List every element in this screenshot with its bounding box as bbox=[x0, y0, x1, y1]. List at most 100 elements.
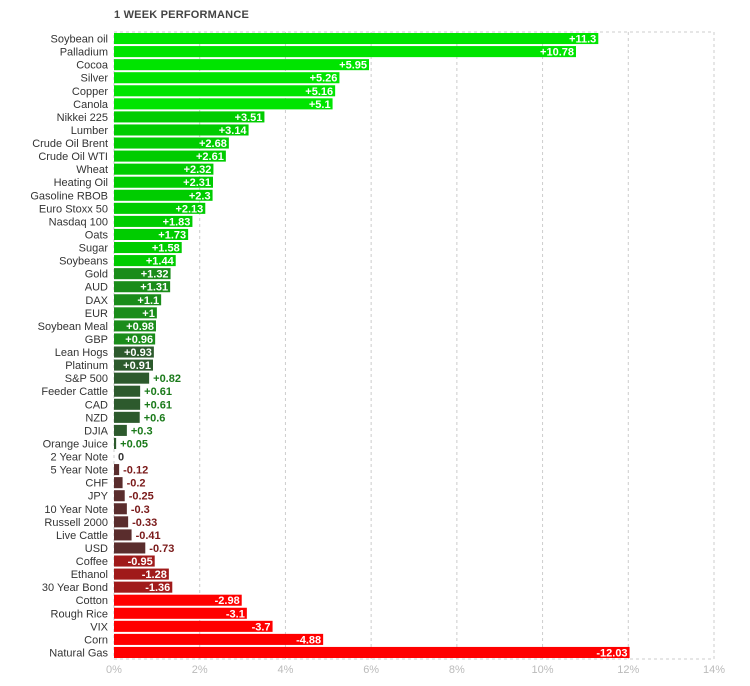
bar bbox=[114, 490, 125, 502]
value-label: +2.68 bbox=[199, 138, 227, 150]
category-label: Corn bbox=[84, 634, 108, 646]
category-label: Silver bbox=[80, 73, 108, 85]
category-label: CAD bbox=[85, 399, 108, 411]
bar bbox=[114, 124, 249, 136]
value-label: +0.82 bbox=[153, 373, 181, 385]
category-label: Oats bbox=[85, 229, 109, 241]
value-label: -3.1 bbox=[226, 608, 245, 620]
bar bbox=[114, 359, 153, 371]
category-label: Wheat bbox=[76, 164, 108, 176]
bar bbox=[114, 189, 213, 201]
bar bbox=[114, 607, 247, 619]
category-label: Copper bbox=[72, 86, 108, 98]
category-label: Live Cattle bbox=[56, 530, 108, 542]
category-label: Lean Hogs bbox=[55, 347, 109, 359]
category-label: Platinum bbox=[65, 360, 108, 372]
x-tick-label: 8% bbox=[449, 664, 465, 676]
bar bbox=[114, 542, 146, 554]
category-label: Coffee bbox=[76, 556, 108, 568]
value-label: +1.73 bbox=[158, 229, 186, 241]
value-label: +10.78 bbox=[540, 47, 574, 59]
category-label: Soybean Meal bbox=[38, 321, 108, 333]
bar bbox=[114, 385, 141, 397]
bar bbox=[114, 176, 213, 188]
bar bbox=[114, 46, 576, 58]
bar bbox=[114, 215, 193, 227]
bar bbox=[114, 307, 157, 319]
category-label: Orange Juice bbox=[43, 438, 108, 450]
value-label: +3.51 bbox=[235, 112, 263, 124]
value-label: +0.3 bbox=[131, 425, 153, 437]
bar bbox=[114, 72, 340, 84]
category-label: USD bbox=[85, 543, 108, 555]
bar bbox=[114, 333, 156, 345]
category-label: GBP bbox=[85, 334, 108, 346]
value-label: -2.98 bbox=[215, 595, 240, 607]
value-label: +0.05 bbox=[120, 438, 148, 450]
x-tick-label: 2% bbox=[192, 664, 208, 676]
category-label: AUD bbox=[85, 282, 108, 294]
value-label: +1.58 bbox=[152, 243, 180, 255]
value-label: +0.93 bbox=[124, 347, 152, 359]
bar bbox=[114, 228, 189, 240]
category-label: Ethanol bbox=[71, 569, 108, 581]
category-label: Canola bbox=[73, 99, 109, 111]
value-label: +1 bbox=[142, 308, 155, 320]
value-label: -1.36 bbox=[145, 582, 170, 594]
bar bbox=[114, 620, 273, 632]
grid-layer bbox=[113, 31, 715, 660]
category-label: Lumber bbox=[71, 125, 109, 137]
bar bbox=[114, 281, 171, 293]
x-axis-ticks: 0% 2% 4% 6% 8% 10% 12% 14% bbox=[106, 664, 725, 676]
value-label: +2.31 bbox=[183, 177, 211, 189]
value-label: -0.3 bbox=[131, 504, 150, 516]
value-label: +2.13 bbox=[175, 203, 203, 215]
bar bbox=[114, 516, 129, 528]
value-label: +5.95 bbox=[339, 60, 367, 72]
category-label: CHF bbox=[85, 478, 108, 490]
value-label: +3.14 bbox=[219, 125, 248, 137]
bar bbox=[114, 255, 176, 267]
value-label: +1.32 bbox=[141, 269, 169, 281]
value-label: -12.03 bbox=[596, 647, 627, 659]
value-label: +2.32 bbox=[184, 164, 212, 176]
x-tick-label: 6% bbox=[363, 664, 379, 676]
category-label: Gold bbox=[85, 269, 108, 281]
category-label: 30 Year Bond bbox=[42, 582, 108, 594]
bar bbox=[114, 163, 214, 175]
value-label: +11.3 bbox=[569, 34, 596, 46]
category-label: Crude Oil Brent bbox=[32, 138, 108, 150]
x-tick-label: 10% bbox=[532, 664, 554, 676]
bar bbox=[114, 555, 155, 567]
bar bbox=[114, 477, 123, 489]
category-label: JPY bbox=[88, 491, 109, 503]
bar bbox=[114, 294, 162, 306]
category-label: Nasdaq 100 bbox=[49, 216, 108, 228]
bar bbox=[114, 633, 324, 645]
category-label: DAX bbox=[85, 295, 108, 307]
category-label: Sugar bbox=[79, 243, 109, 255]
value-label: +1.31 bbox=[140, 282, 168, 294]
bar bbox=[114, 372, 150, 384]
bar bbox=[114, 150, 226, 162]
category-label: DJIA bbox=[84, 425, 109, 437]
bar bbox=[114, 242, 182, 254]
bar bbox=[114, 464, 120, 476]
category-label: 10 Year Note bbox=[44, 504, 108, 516]
value-label: -0.25 bbox=[129, 491, 154, 503]
bar bbox=[114, 346, 154, 358]
value-label: -0.41 bbox=[136, 530, 161, 542]
bar bbox=[114, 581, 173, 593]
bar bbox=[114, 85, 336, 97]
value-label: +1.83 bbox=[163, 216, 191, 228]
value-label: -0.33 bbox=[132, 517, 157, 529]
bar bbox=[114, 98, 333, 110]
bar bbox=[114, 398, 141, 410]
bar bbox=[114, 137, 229, 149]
value-label: +1.44 bbox=[146, 256, 175, 268]
bar bbox=[114, 568, 169, 580]
value-label: +0.96 bbox=[125, 334, 153, 346]
category-label: NZD bbox=[85, 412, 108, 424]
value-label: +0.61 bbox=[144, 386, 172, 398]
